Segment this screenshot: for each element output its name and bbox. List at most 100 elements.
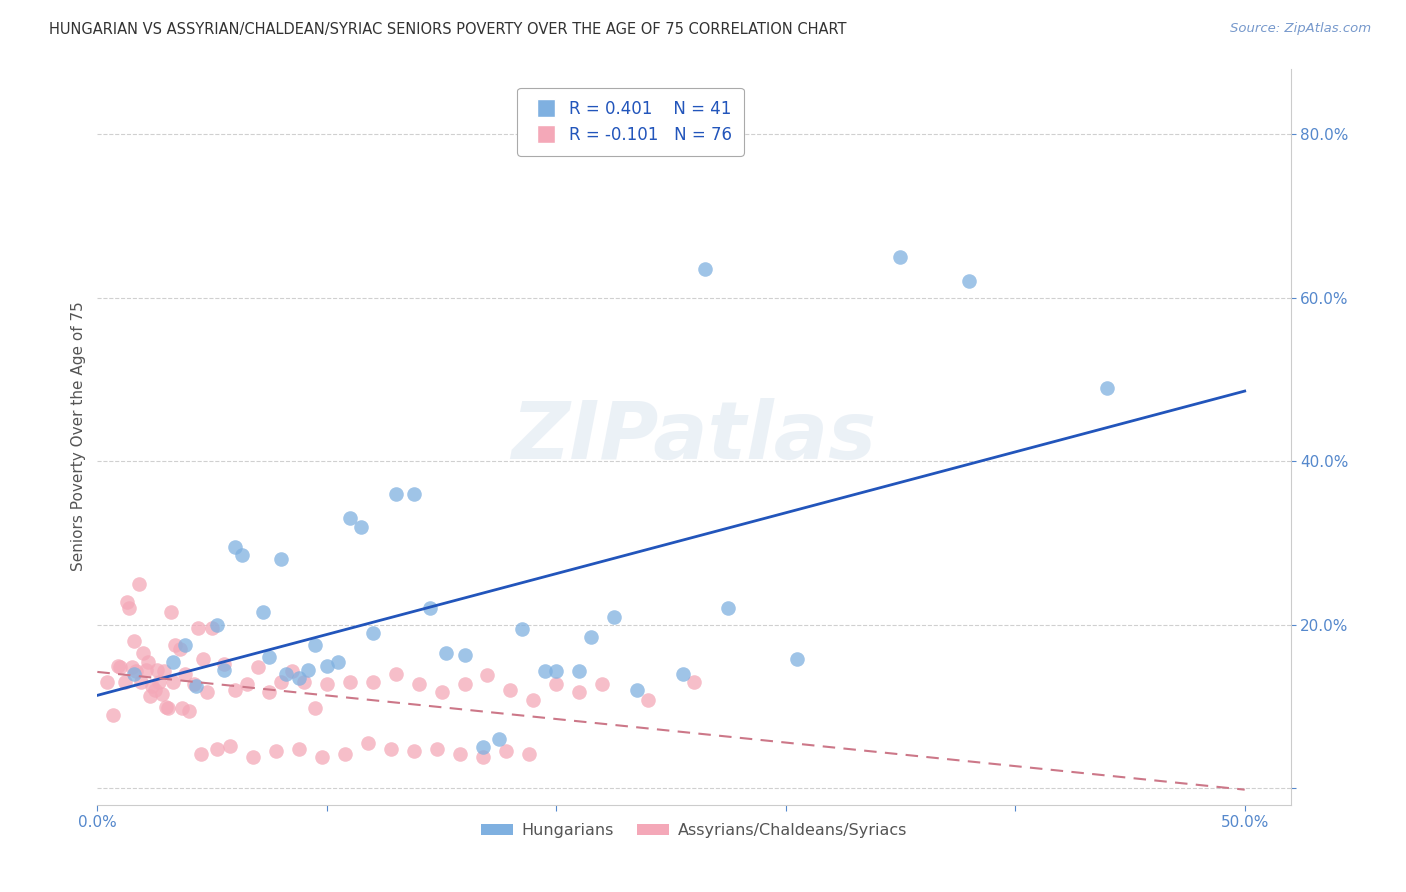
Point: [141, 679, 163, 693]
Point: [190, 747, 212, 761]
Point: [402, 744, 425, 758]
Point: [246, 660, 269, 674]
Text: HUNGARIAN VS ASSYRIAN/CHALDEAN/SYRIAC SENIORS POVERTY OVER THE AGE OF 75 CORRELA: HUNGARIAN VS ASSYRIAN/CHALDEAN/SYRIAC SE…: [49, 22, 846, 37]
Text: ZIPatlas: ZIPatlas: [512, 398, 876, 475]
Point: [191, 652, 214, 666]
Point: [957, 274, 980, 288]
Point: [315, 676, 337, 690]
Point: [568, 685, 591, 699]
Point: [430, 685, 453, 699]
Point: [146, 663, 169, 677]
Point: [162, 675, 184, 690]
Point: [408, 676, 430, 690]
Point: [533, 665, 555, 679]
Point: [150, 687, 173, 701]
Point: [219, 739, 242, 753]
Point: [183, 676, 205, 690]
Point: [510, 622, 533, 636]
Point: [517, 747, 540, 761]
Point: [637, 693, 659, 707]
Point: [201, 621, 224, 635]
Point: [132, 646, 155, 660]
Point: [139, 689, 162, 703]
Point: [297, 663, 319, 677]
Point: [568, 665, 591, 679]
Point: [103, 707, 125, 722]
Point: [292, 675, 315, 690]
Point: [357, 736, 380, 750]
Point: [155, 699, 177, 714]
Point: [153, 665, 176, 679]
Point: [235, 676, 257, 690]
Point: [380, 742, 402, 756]
Point: [172, 701, 194, 715]
Point: [671, 666, 693, 681]
Point: [1095, 380, 1118, 394]
Point: [522, 693, 544, 707]
Point: [311, 750, 333, 764]
Point: [683, 675, 706, 690]
Point: [546, 676, 568, 690]
Point: [488, 732, 510, 747]
Point: [274, 666, 297, 681]
Point: [361, 675, 384, 690]
Point: [449, 747, 471, 761]
Point: [495, 744, 517, 758]
Point: [471, 750, 494, 764]
Point: [384, 666, 406, 681]
Point: [136, 655, 159, 669]
Point: [231, 548, 253, 562]
Text: Source: ZipAtlas.com: Source: ZipAtlas.com: [1230, 22, 1371, 36]
Point: [889, 250, 911, 264]
Point: [499, 683, 522, 698]
Point: [453, 648, 475, 662]
Point: [259, 685, 281, 699]
Point: [384, 487, 406, 501]
Point: [270, 552, 292, 566]
Point: [266, 744, 288, 758]
Point: [148, 675, 170, 690]
Point: [135, 663, 157, 677]
Point: [115, 595, 138, 609]
Point: [242, 750, 264, 764]
Point: [165, 638, 187, 652]
Point: [169, 642, 191, 657]
Point: [402, 487, 425, 501]
Point: [270, 675, 292, 690]
Point: [717, 601, 740, 615]
Point: [205, 742, 228, 756]
Point: [205, 617, 228, 632]
Point: [288, 671, 311, 685]
Point: [350, 519, 373, 533]
Point: [129, 675, 152, 690]
Point: [121, 660, 143, 674]
Point: [315, 658, 337, 673]
Point: [591, 676, 613, 690]
Point: [626, 683, 648, 698]
Point: [162, 655, 184, 669]
Point: [426, 742, 449, 756]
Point: [96, 675, 118, 690]
Point: [328, 655, 350, 669]
Point: [159, 606, 181, 620]
Point: [143, 683, 166, 698]
Point: [579, 630, 602, 644]
Point: [114, 675, 136, 690]
Point: [110, 660, 132, 674]
Point: [477, 668, 499, 682]
Point: [546, 665, 568, 679]
Point: [212, 663, 235, 677]
Point: [173, 666, 195, 681]
Point: [335, 747, 357, 761]
Point: [224, 540, 246, 554]
Y-axis label: Seniors Poverty Over the Age of 75: Seniors Poverty Over the Age of 75: [72, 301, 86, 572]
Point: [695, 261, 717, 276]
Point: [107, 658, 129, 673]
Point: [288, 742, 311, 756]
Point: [122, 666, 145, 681]
Point: [212, 657, 235, 671]
Point: [197, 685, 219, 699]
Point: [184, 679, 207, 693]
Point: [128, 577, 150, 591]
Point: [259, 650, 281, 665]
